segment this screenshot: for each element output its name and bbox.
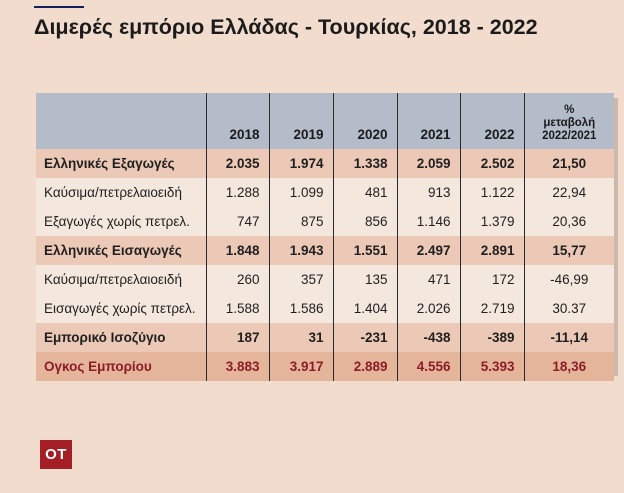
pct-cell: 20,36 <box>523 207 614 236</box>
table-row: Εξαγωγές χωρίς πετρελ. 747 875 856 1.146… <box>36 207 614 236</box>
row-label: Εμπορικό Ισοζύγιο <box>44 330 166 345</box>
value-cell: 1.099 <box>268 178 333 207</box>
value-cell: 875 <box>268 207 333 236</box>
value-cell: 2.719 <box>459 294 524 323</box>
table-row: Ελληνικές Εξαγωγές 2.035 1.974 1.338 2.0… <box>36 149 614 178</box>
value-cell: 2.891 <box>459 236 524 265</box>
row-label: Εξαγωγές χωρίς πετρελ. <box>44 214 190 229</box>
value-cell: 1.551 <box>332 236 397 265</box>
value-cell: 1.404 <box>332 294 397 323</box>
year-header: 2020 <box>332 93 397 149</box>
value-cell: 913 <box>396 178 460 207</box>
pct-cell: 22,94 <box>523 178 614 207</box>
pct-cell: -11,14 <box>523 323 614 352</box>
page-title: Διμερές εμπόριο Ελλάδας - Τουρκίας, 2018… <box>34 15 538 39</box>
value-cell: 135 <box>332 265 397 294</box>
trade-table: 2018 2019 2020 2021 2022 % μεταβολή 2022… <box>36 93 614 381</box>
year-header: 2021 <box>396 93 460 149</box>
value-cell: 1.379 <box>459 207 524 236</box>
value-cell: 1.338 <box>332 149 397 178</box>
value-cell: 1.586 <box>268 294 333 323</box>
pct-cell: 30.37 <box>523 294 614 323</box>
value-cell: 856 <box>332 207 397 236</box>
value-cell: 2.889 <box>332 352 397 381</box>
row-label: Ελληνικές Εισαγωγές <box>44 243 182 258</box>
pct-cell: 15,77 <box>523 236 614 265</box>
value-cell: 31 <box>268 323 333 352</box>
year-header: 2019 <box>268 93 333 149</box>
year-header: 2022 <box>459 93 524 149</box>
value-cell: 187 <box>205 323 269 352</box>
table-row: Εισαγωγές χωρίς πετρελ. 1.588 1.586 1.40… <box>36 294 614 323</box>
value-cell: -231 <box>332 323 397 352</box>
value-cell: 2.497 <box>396 236 460 265</box>
pct-header-line: μεταβολή <box>543 117 596 129</box>
ot-logo: OT <box>40 440 72 469</box>
table-header-row: 2018 2019 2020 2021 2022 % μεταβολή 2022… <box>36 93 614 149</box>
value-cell: 3.917 <box>268 352 333 381</box>
value-cell: 1.146 <box>396 207 460 236</box>
row-label: Ογκος Εμπορίου <box>44 359 152 374</box>
value-cell: 1.122 <box>459 178 524 207</box>
row-label: Ελληνικές Εξαγωγές <box>44 156 175 171</box>
value-cell: 357 <box>268 265 333 294</box>
value-cell: 1.848 <box>205 236 269 265</box>
value-cell: 471 <box>396 265 460 294</box>
title-accent-line <box>34 6 84 8</box>
value-cell: 2.026 <box>396 294 460 323</box>
pct-header-line: 2022/2021 <box>542 130 597 142</box>
table-row-total: Ογκος Εμπορίου 3.883 3.917 2.889 4.556 5… <box>36 352 614 381</box>
value-cell: 747 <box>205 207 269 236</box>
value-cell: 3.883 <box>205 352 269 381</box>
value-cell: 5.393 <box>459 352 524 381</box>
pct-cell: 18,36 <box>523 352 614 381</box>
value-cell: 481 <box>332 178 397 207</box>
value-cell: 4.556 <box>396 352 460 381</box>
year-header: 2018 <box>205 93 269 149</box>
value-cell: 1.974 <box>268 149 333 178</box>
value-cell: -389 <box>459 323 524 352</box>
value-cell: 1.288 <box>205 178 269 207</box>
value-cell: 2.035 <box>205 149 269 178</box>
table-row: Ελληνικές Εισαγωγές 1.848 1.943 1.551 2.… <box>36 236 614 265</box>
value-cell: -438 <box>396 323 460 352</box>
table-row: Καύσιμα/πετρελαιοειδή 1.288 1.099 481 91… <box>36 178 614 207</box>
value-cell: 1.588 <box>205 294 269 323</box>
value-cell: 172 <box>459 265 524 294</box>
pct-cell: -46,99 <box>523 265 614 294</box>
pct-change-header: % μεταβολή 2022/2021 <box>523 93 614 149</box>
row-label: Εισαγωγές χωρίς πετρελ. <box>44 301 196 316</box>
table-row: Καύσιμα/πετρελαιοειδή 260 357 135 471 17… <box>36 265 614 294</box>
value-cell: 260 <box>205 265 269 294</box>
value-cell: 1.943 <box>268 236 333 265</box>
pct-cell: 21,50 <box>523 149 614 178</box>
row-label: Καύσιμα/πετρελαιοειδή <box>44 272 182 287</box>
table-row: Εμπορικό Ισοζύγιο 187 31 -231 -438 -389 … <box>36 323 614 352</box>
pct-header-line: % <box>564 104 575 116</box>
header-label-cell <box>36 93 206 149</box>
row-label: Καύσιμα/πετρελαιοειδή <box>44 185 182 200</box>
value-cell: 2.059 <box>396 149 460 178</box>
value-cell: 2.502 <box>459 149 524 178</box>
